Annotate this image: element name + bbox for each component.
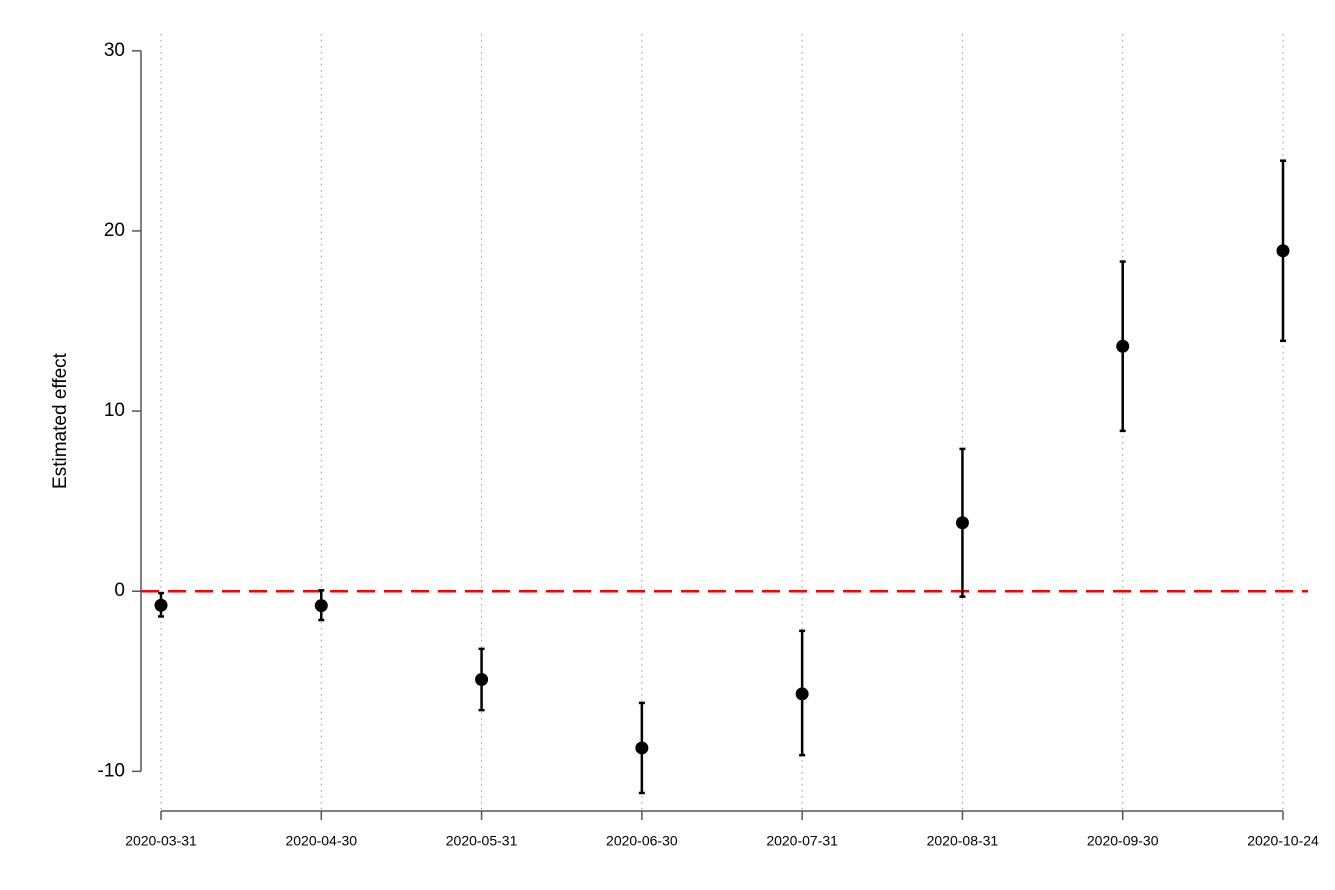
- point: [1276, 244, 1290, 258]
- point: [795, 687, 809, 701]
- y-tick-label: 10: [104, 400, 125, 421]
- x-tick-label: 2020-09-30: [1087, 833, 1159, 849]
- y-tick-label: 0: [114, 580, 125, 601]
- x-tick-label: 2020-06-30: [606, 833, 678, 849]
- point: [1116, 339, 1130, 353]
- x-tick-label: 2020-05-31: [446, 833, 518, 849]
- x-tick-label: 2020-10-24: [1247, 833, 1319, 849]
- y-tick-label: -10: [98, 760, 125, 781]
- y-tick-label: 30: [104, 40, 125, 61]
- x-tick-label: 2020-04-30: [285, 833, 357, 849]
- y-axis-label: Estimated effect: [50, 352, 71, 489]
- y-tick-label: 20: [104, 220, 125, 241]
- x-tick-label: 2020-07-31: [766, 833, 838, 849]
- point: [314, 599, 328, 613]
- point: [154, 598, 168, 612]
- point: [635, 741, 649, 755]
- point: [955, 516, 969, 530]
- x-tick-label: 2020-03-31: [125, 833, 197, 849]
- point: [475, 672, 489, 686]
- x-tick-label: 2020-08-31: [927, 833, 999, 849]
